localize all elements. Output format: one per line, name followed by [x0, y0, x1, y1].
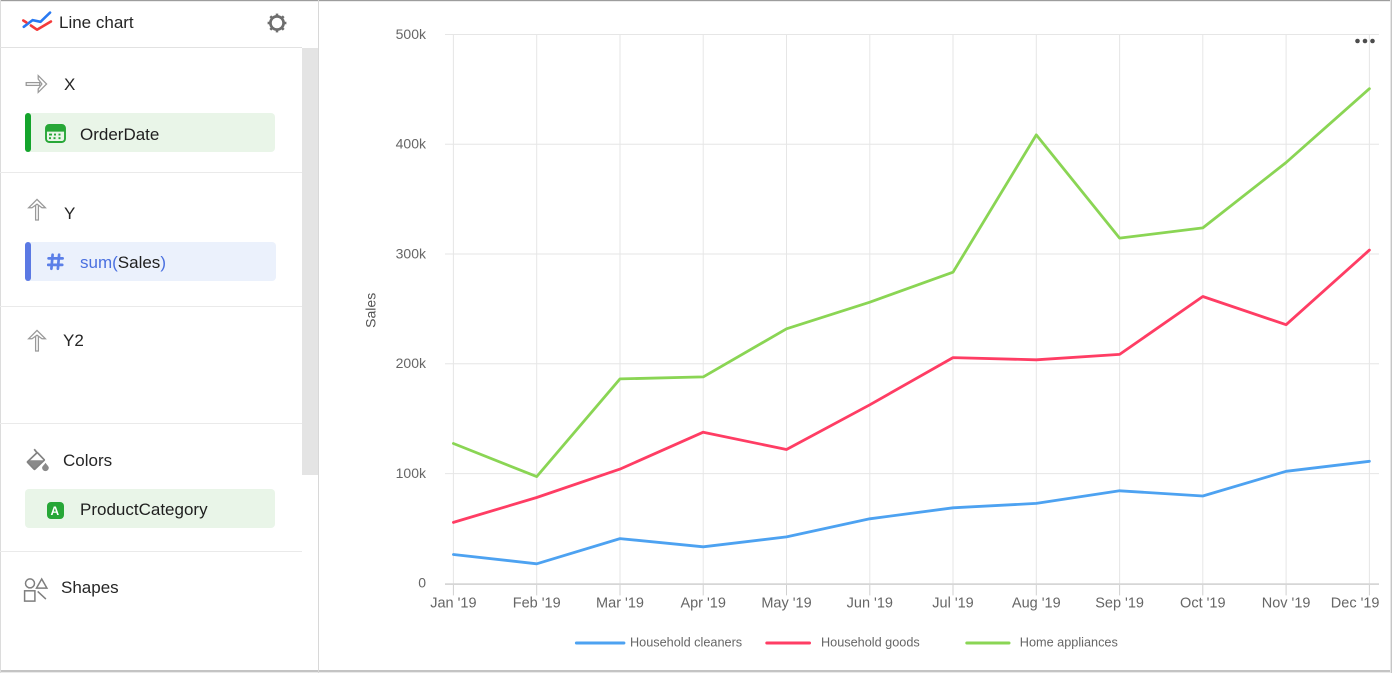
svg-text:Household goods: Household goods — [821, 636, 920, 650]
svg-text:Dec '19: Dec '19 — [1331, 596, 1380, 612]
svg-text:Mar '19: Mar '19 — [596, 596, 644, 612]
svg-text:Oct '19: Oct '19 — [1180, 596, 1225, 612]
svg-text:400k: 400k — [396, 136, 427, 152]
svg-text:Household cleaners: Household cleaners — [630, 636, 742, 650]
svg-text:Home appliances: Home appliances — [1020, 636, 1118, 650]
svg-text:Jan '19: Jan '19 — [430, 596, 476, 612]
svg-text:500k: 500k — [396, 26, 427, 42]
svg-text:Feb '19: Feb '19 — [513, 596, 561, 612]
svg-text:0: 0 — [418, 575, 426, 591]
svg-text:Jun '19: Jun '19 — [847, 596, 893, 612]
svg-text:Apr '19: Apr '19 — [680, 596, 726, 612]
svg-text:Sales: Sales — [363, 293, 379, 328]
svg-text:May '19: May '19 — [761, 596, 811, 612]
svg-text:100k: 100k — [396, 465, 427, 481]
svg-text:300k: 300k — [396, 245, 427, 261]
svg-text:200k: 200k — [396, 355, 427, 371]
svg-text:Nov '19: Nov '19 — [1262, 596, 1311, 612]
svg-text:Sep '19: Sep '19 — [1095, 596, 1144, 612]
svg-text:Aug '19: Aug '19 — [1012, 596, 1061, 612]
svg-text:Jul '19: Jul '19 — [932, 596, 973, 612]
